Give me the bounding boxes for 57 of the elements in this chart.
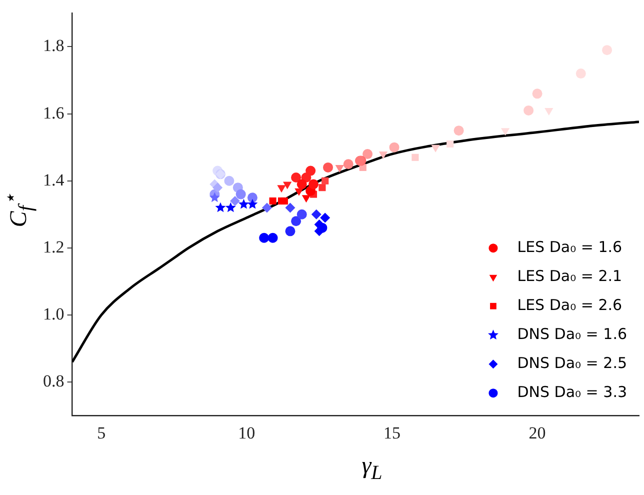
point — [236, 189, 246, 200]
x-tick-label: 20 — [528, 423, 546, 442]
point — [238, 198, 249, 209]
point — [389, 142, 400, 152]
point — [280, 197, 288, 205]
y-tick-label: 1.2 — [43, 237, 64, 256]
point — [224, 176, 234, 186]
point — [378, 152, 388, 160]
point — [296, 209, 307, 220]
point — [322, 177, 329, 184]
point — [308, 179, 318, 190]
point — [209, 192, 220, 202]
x-tick-label: 15 — [383, 423, 400, 442]
point — [294, 188, 304, 196]
point — [431, 144, 440, 152]
point — [454, 126, 464, 136]
point — [320, 212, 330, 223]
legend-label: LES Da₀ = 1.6 — [517, 238, 622, 256]
point — [230, 196, 240, 206]
point — [532, 88, 542, 99]
point — [225, 202, 236, 212]
point — [318, 184, 326, 192]
legend-label: LES Da₀ = 2.1 — [517, 266, 622, 285]
point — [212, 182, 223, 193]
point — [500, 128, 510, 136]
point — [335, 164, 344, 172]
legend-label: LES Da₀ = 2.6 — [517, 296, 622, 314]
point — [291, 172, 302, 183]
point — [544, 108, 554, 116]
x-tick-label: 10 — [238, 423, 256, 442]
point — [215, 202, 226, 212]
point — [268, 232, 278, 243]
legend-label: DNS Da₀ = 3.3 — [517, 382, 628, 401]
point — [323, 162, 334, 172]
point — [259, 232, 270, 243]
x-axis-title: γ$_{L}$ — [360, 453, 384, 485]
point — [343, 159, 354, 170]
point — [291, 216, 302, 226]
x-tick-label: 5 — [97, 423, 106, 442]
point — [269, 197, 276, 205]
point — [262, 202, 272, 213]
point — [524, 105, 534, 116]
point — [412, 154, 419, 161]
y-tick-label: 1.0 — [43, 304, 64, 324]
y-tick-label: 1.6 — [43, 103, 64, 122]
point — [247, 198, 258, 209]
legend-label: DNS Da₀ = 1.6 — [517, 324, 628, 343]
point — [311, 209, 322, 220]
point — [247, 192, 258, 203]
legend-label: DNS Da₀ = 2.5 — [517, 354, 628, 372]
point — [362, 149, 373, 160]
y-tick-label: 1.8 — [43, 36, 64, 56]
point — [296, 179, 307, 190]
y-tick-label: 1.4 — [43, 170, 65, 190]
y-tick-label: 0.8 — [43, 372, 64, 391]
point — [285, 202, 296, 213]
point — [285, 226, 296, 236]
